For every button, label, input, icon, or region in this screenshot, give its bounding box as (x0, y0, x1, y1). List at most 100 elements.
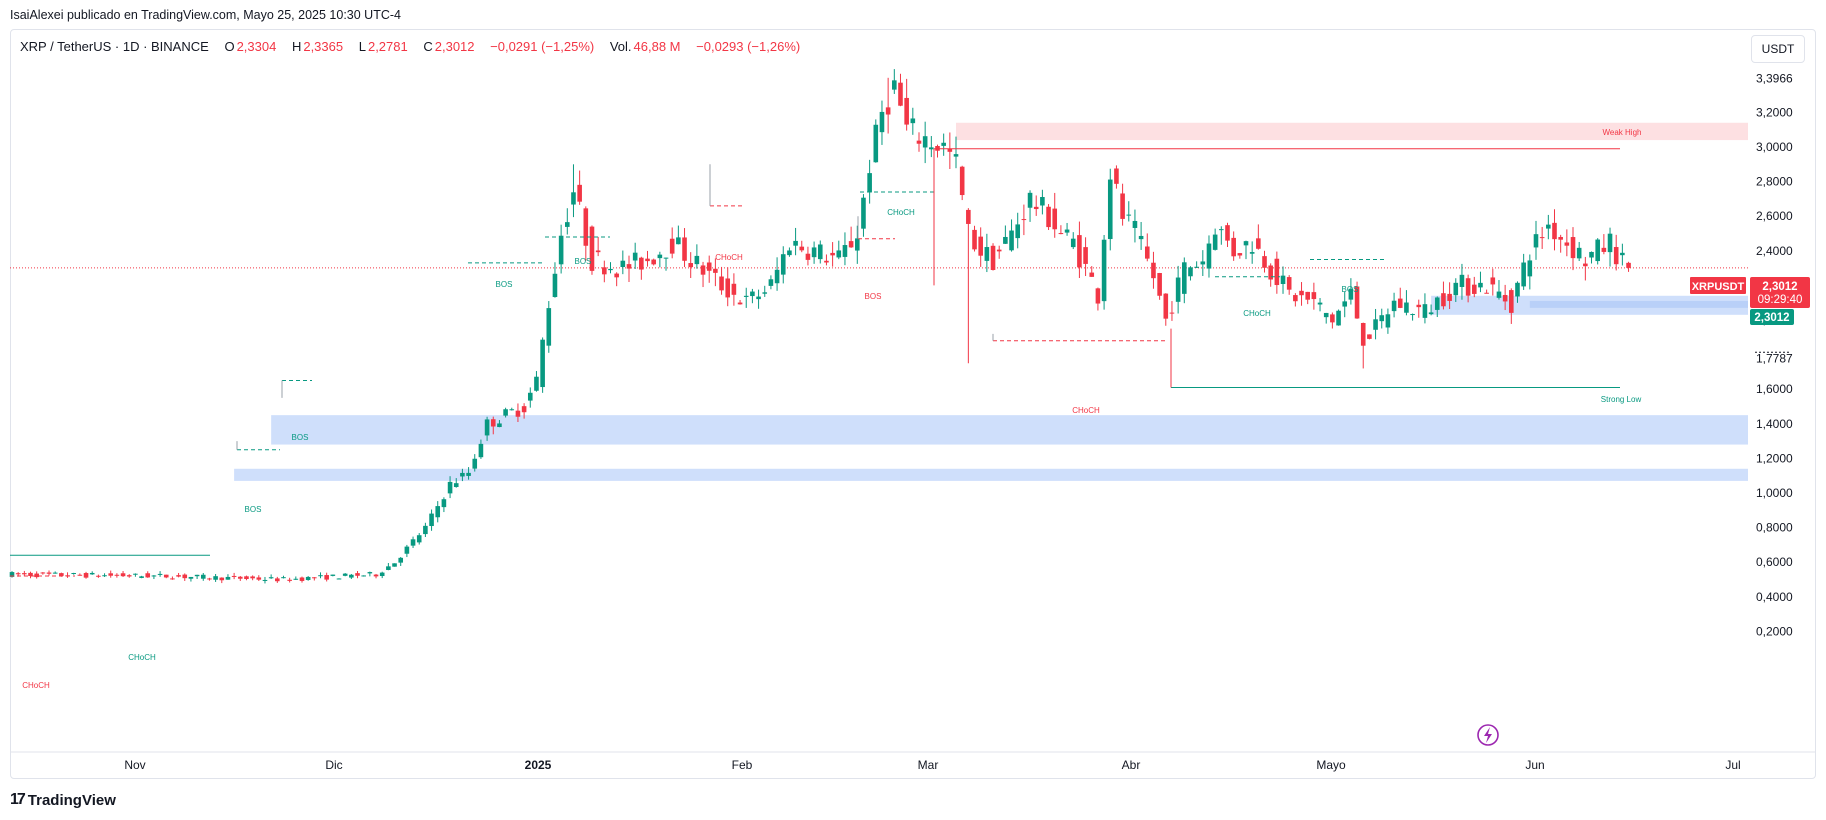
candle-body (1033, 206, 1039, 210)
countdown-tag: 09:29:40 (1758, 294, 1803, 306)
candle-body (669, 238, 675, 254)
x-tick-label: Mayo (1316, 758, 1346, 772)
candle-body (719, 276, 724, 291)
candle-body (1533, 234, 1539, 248)
candle-body (133, 573, 138, 575)
demand-zone (271, 415, 1748, 445)
candle-body (1280, 275, 1286, 285)
candle-body (52, 572, 58, 574)
candle-body (706, 262, 712, 271)
footer-brand[interactable]: 17 TradingView (10, 791, 116, 809)
candle-body (441, 499, 447, 508)
candle-body (1077, 235, 1082, 268)
candle-body (552, 273, 558, 298)
candle-body (941, 142, 946, 146)
candle-body (805, 253, 811, 260)
candle-body (1552, 222, 1557, 240)
candle-body (108, 573, 114, 576)
candle-body (632, 252, 638, 261)
candle-body (1496, 291, 1502, 298)
candle-body (157, 573, 163, 575)
y-tick-label: 1,2000 (1756, 451, 1793, 465)
candle-body (410, 539, 416, 546)
candle-body (1441, 293, 1446, 307)
x-tick-label: Nov (124, 758, 145, 772)
candle-body (885, 107, 891, 115)
candle-body (126, 575, 132, 577)
candle-body (96, 575, 101, 577)
candle-body (1151, 262, 1156, 279)
candle-body (996, 249, 1002, 252)
candle-body (639, 257, 644, 270)
candle-body (534, 376, 539, 391)
demand-zone (234, 468, 1748, 481)
candle-body (645, 258, 650, 262)
x-tick-label: Jul (1725, 758, 1740, 772)
candle-body (89, 572, 95, 575)
candle-body (330, 574, 336, 576)
candle-body (1490, 277, 1496, 285)
close-label: C (423, 39, 433, 54)
y-tick-label: 0,8000 (1756, 521, 1793, 535)
candle-body (312, 577, 317, 579)
candle-body (842, 245, 848, 257)
y-tick-label: 1,6000 (1756, 382, 1793, 396)
candle-body (1589, 251, 1594, 258)
last-price-tag: 2,3012 (1762, 281, 1797, 293)
candle-body (15, 573, 21, 575)
currency-button[interactable]: USDT (1751, 35, 1805, 63)
candle-body (898, 82, 903, 106)
high-value: 2,3365 (303, 39, 344, 54)
candle-body (1360, 322, 1366, 346)
flash-icon[interactable] (1477, 724, 1499, 746)
candle-body (1225, 225, 1230, 241)
candle-body (750, 291, 755, 297)
candle-body (867, 173, 872, 193)
candle-body (1107, 179, 1113, 240)
candle-body (1570, 237, 1576, 259)
candle-body (1249, 252, 1255, 254)
candle-body (299, 577, 305, 581)
candle-body (490, 419, 496, 427)
symbol-label[interactable]: XRP / TetherUS · 1D · BINANCE (20, 39, 209, 54)
low-value: 2,2781 (367, 39, 408, 54)
candle-body (367, 572, 373, 574)
structure-label: BOS (496, 280, 513, 289)
y-tick-label: 2,6000 (1756, 209, 1793, 223)
candle-body (811, 247, 817, 258)
candle-body (194, 574, 200, 577)
candle-body (959, 166, 965, 196)
open-label: O (224, 39, 235, 54)
price-change: −0,0291 (−1,25%) (490, 39, 595, 54)
candle-body (1114, 168, 1119, 184)
candle-body (1342, 301, 1348, 307)
candle-body (879, 111, 885, 133)
candle-body (1299, 290, 1304, 296)
candle-body (404, 546, 410, 554)
candle-body (1120, 193, 1125, 219)
candle-body (1175, 277, 1181, 302)
candle-body (268, 577, 274, 579)
tradingview-logo-icon: 17 (10, 791, 26, 808)
candle-body (145, 573, 151, 578)
candle-body (1348, 288, 1354, 300)
candle-body (1576, 247, 1582, 259)
x-tick-label: Abr (1122, 758, 1141, 772)
candle-body (1410, 314, 1415, 316)
candle-body (966, 209, 971, 224)
candle-body (521, 406, 527, 413)
candle-body (589, 226, 595, 271)
candle-body (416, 535, 422, 543)
candle-body (435, 506, 441, 518)
candle-body (527, 392, 533, 401)
candle-body (990, 245, 996, 270)
x-tick-label: Feb (732, 758, 753, 772)
candle-body (1515, 282, 1520, 297)
candle-body (824, 260, 829, 263)
candle-body (1095, 288, 1101, 304)
candle-body (651, 259, 656, 265)
open-value: 2,3304 (236, 39, 277, 54)
structure-label: CHoCH (715, 253, 743, 262)
